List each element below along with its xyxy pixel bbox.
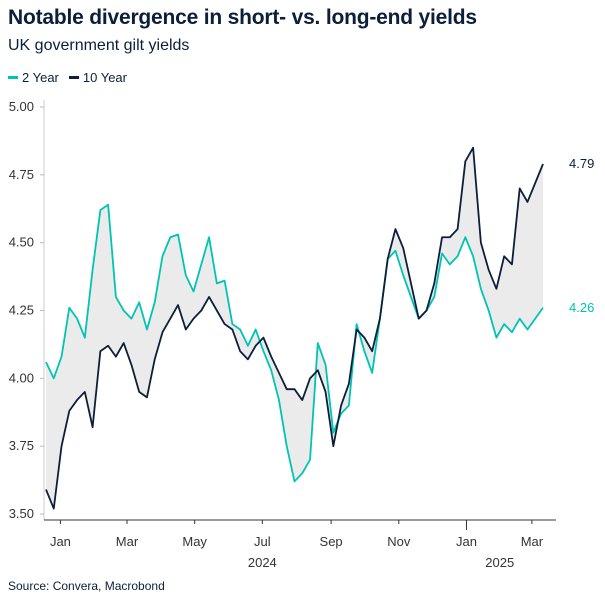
x-tick-label: Jan xyxy=(456,534,477,549)
x-tick-label: Jul xyxy=(254,534,271,549)
x-tick-label: Mar xyxy=(116,534,139,549)
end-value-label: 4.79 xyxy=(569,156,594,171)
end-value-label: 4.26 xyxy=(569,300,594,315)
y-tick-label: 4.00 xyxy=(9,370,34,385)
y-tick-label: 5.00 xyxy=(9,99,34,114)
y-tick-label: 3.50 xyxy=(9,506,34,521)
x-tick-label: Mar xyxy=(521,534,544,549)
x-tick-label: Jan xyxy=(50,534,71,549)
y-tick-label: 4.25 xyxy=(9,303,34,318)
source-note: Source: Convera, Macrobond xyxy=(8,579,165,593)
legend-swatch-10-year xyxy=(68,76,79,79)
legend: 2 Year 10 Year xyxy=(8,70,127,85)
legend-item-2-year: 2 Year xyxy=(8,70,59,85)
legend-label-2-year: 2 Year xyxy=(22,70,59,85)
chart-subtitle: UK government gilt yields xyxy=(8,37,190,54)
legend-item-10-year: 10 Year xyxy=(68,70,127,85)
x-tick-label: Sep xyxy=(320,534,343,549)
legend-label-10-year: 10 Year xyxy=(82,70,127,85)
x-tick-label: Nov xyxy=(387,534,411,549)
x-year-label: 2025 xyxy=(485,555,514,570)
x-tick-label: May xyxy=(182,534,207,549)
chart-title: Notable divergence in short- vs. long-en… xyxy=(8,6,477,29)
legend-swatch-2-year xyxy=(8,76,18,79)
y-tick-label: 4.50 xyxy=(9,235,34,250)
y-tick-label: 3.75 xyxy=(9,438,34,453)
y-tick-label: 4.75 xyxy=(9,167,34,182)
x-year-label: 2024 xyxy=(248,555,277,570)
spread-fill-area xyxy=(46,147,543,509)
